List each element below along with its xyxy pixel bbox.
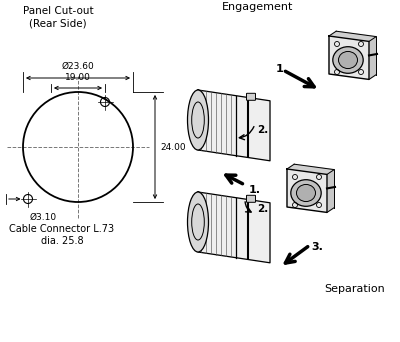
Polygon shape [287, 169, 327, 212]
Polygon shape [198, 90, 270, 161]
Ellipse shape [296, 184, 316, 201]
Ellipse shape [291, 180, 321, 206]
Polygon shape [198, 192, 270, 263]
Text: Engagement: Engagement [222, 2, 294, 12]
Text: 2.: 2. [257, 125, 268, 135]
Polygon shape [329, 36, 369, 79]
Polygon shape [329, 31, 376, 41]
Text: 1.: 1. [249, 185, 261, 195]
Polygon shape [287, 164, 334, 174]
Polygon shape [369, 37, 376, 79]
Ellipse shape [188, 90, 208, 150]
Text: 2.: 2. [257, 204, 268, 214]
Text: Separation: Separation [325, 284, 385, 294]
FancyBboxPatch shape [246, 93, 256, 100]
Text: 3.: 3. [311, 242, 323, 252]
Text: 19.00: 19.00 [65, 73, 91, 82]
Text: Ø23.60: Ø23.60 [62, 62, 94, 71]
Text: 1.: 1. [276, 64, 288, 74]
Ellipse shape [338, 51, 358, 68]
Text: Panel Cut-out
(Rear Side): Panel Cut-out (Rear Side) [23, 6, 93, 28]
FancyBboxPatch shape [246, 195, 256, 202]
Text: 24.00: 24.00 [160, 143, 186, 152]
Ellipse shape [188, 192, 208, 252]
Polygon shape [327, 170, 334, 212]
Text: Ø3.10: Ø3.10 [30, 213, 57, 222]
Text: Cable Connector L.73
dia. 25.8: Cable Connector L.73 dia. 25.8 [10, 224, 114, 246]
Ellipse shape [333, 47, 363, 73]
